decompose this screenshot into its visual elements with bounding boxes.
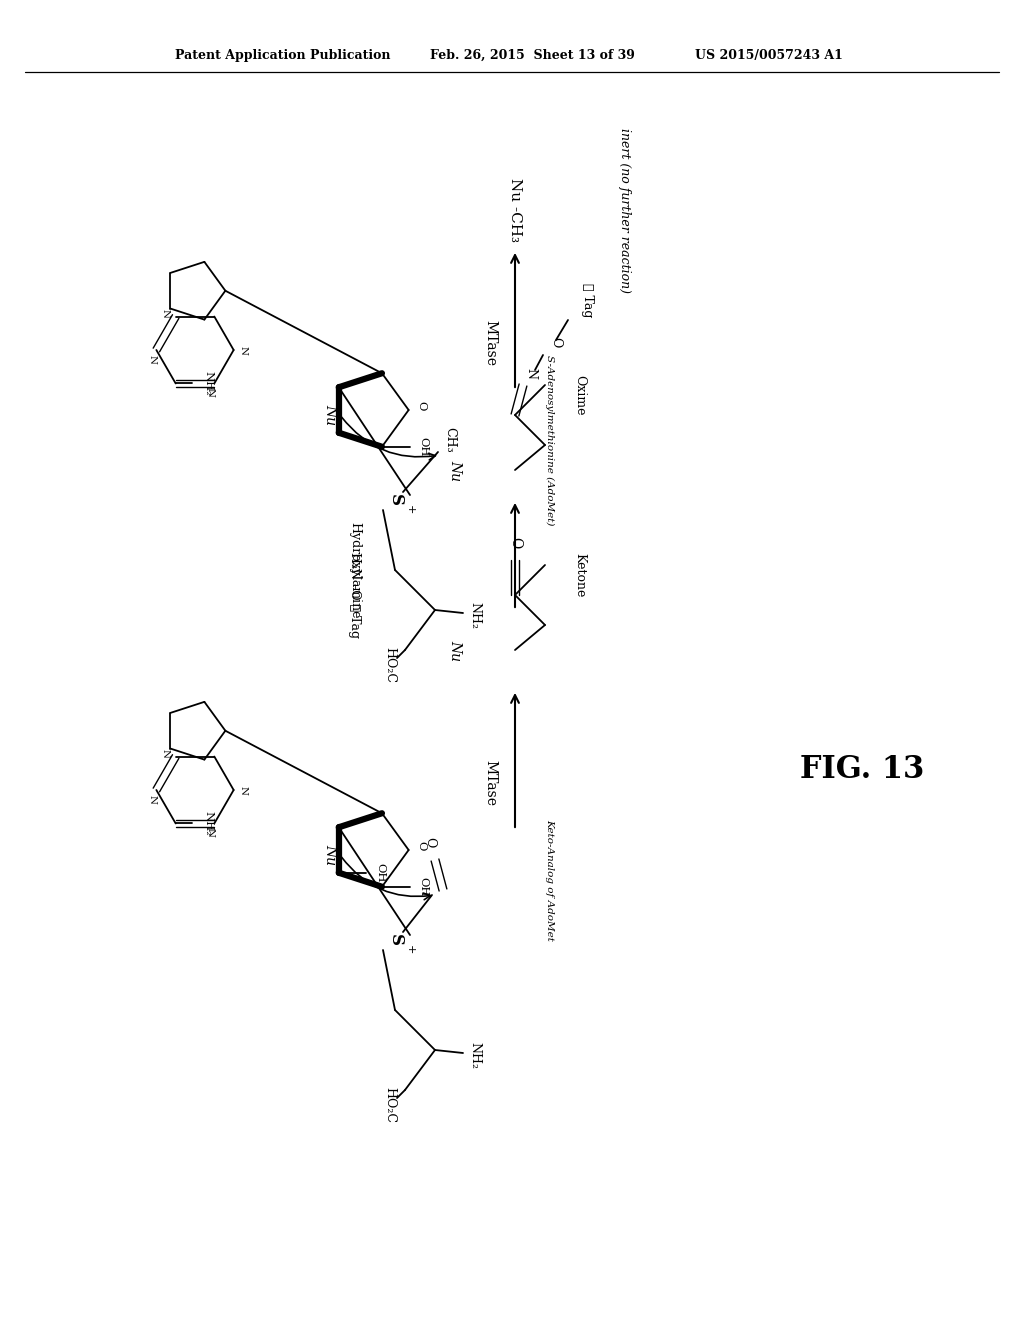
Text: O: O	[417, 401, 427, 411]
Text: OH: OH	[419, 437, 428, 457]
Text: NH₂: NH₂	[204, 810, 214, 836]
Text: Nu: Nu	[449, 459, 462, 480]
Text: Nu -CH₃: Nu -CH₃	[508, 178, 522, 242]
Text: Nu: Nu	[323, 845, 337, 866]
Text: ≲ Tag: ≲ Tag	[581, 282, 594, 317]
Text: O: O	[550, 337, 562, 347]
Text: N: N	[239, 346, 248, 355]
Text: NH₂: NH₂	[469, 602, 481, 628]
Text: N: N	[160, 309, 169, 318]
Text: Keto-Analog of AdoMet: Keto-Analog of AdoMet	[546, 820, 555, 941]
Text: Nu: Nu	[323, 404, 337, 425]
Text: N: N	[206, 828, 214, 837]
Text: FIG. 13: FIG. 13	[800, 755, 925, 785]
Text: N: N	[239, 785, 248, 795]
Text: O: O	[424, 837, 436, 847]
Text: H₂N –O ≲ Tag: H₂N –O ≲ Tag	[348, 552, 361, 638]
Text: N: N	[160, 750, 169, 758]
Text: N: N	[206, 388, 214, 397]
Text: OH: OH	[375, 863, 385, 883]
Text: inert (no further reaction): inert (no further reaction)	[618, 128, 632, 293]
Text: Nu: Nu	[449, 639, 462, 660]
Text: S: S	[386, 494, 403, 506]
Text: HO₂C: HO₂C	[384, 1086, 396, 1123]
Text: OH: OH	[419, 876, 428, 896]
Text: O: O	[417, 841, 427, 850]
Text: N: N	[147, 795, 157, 804]
Text: MTase: MTase	[483, 319, 497, 366]
Text: Oxime: Oxime	[573, 375, 587, 416]
Text: Ketone: Ketone	[573, 553, 587, 597]
Text: Patent Application Publication: Patent Application Publication	[175, 49, 390, 62]
Text: +: +	[406, 945, 415, 954]
Text: US 2015/0057243 A1: US 2015/0057243 A1	[695, 49, 843, 62]
Text: Hydroxylamine: Hydroxylamine	[348, 521, 361, 618]
Text: MTase: MTase	[483, 760, 497, 807]
Text: S: S	[386, 935, 403, 946]
Text: NH₂: NH₂	[469, 1041, 481, 1068]
Text: CH₃: CH₃	[443, 428, 457, 453]
Text: Feb. 26, 2015  Sheet 13 of 39: Feb. 26, 2015 Sheet 13 of 39	[430, 49, 635, 62]
Text: S-Adenosylmethionine (AdoMet): S-Adenosylmethionine (AdoMet)	[546, 355, 555, 525]
Text: +: +	[406, 506, 415, 515]
Text: O: O	[508, 537, 522, 549]
Text: N: N	[147, 355, 157, 364]
Text: HO₂C: HO₂C	[384, 647, 396, 682]
Text: N: N	[524, 367, 538, 379]
Text: NH₂: NH₂	[204, 371, 214, 396]
